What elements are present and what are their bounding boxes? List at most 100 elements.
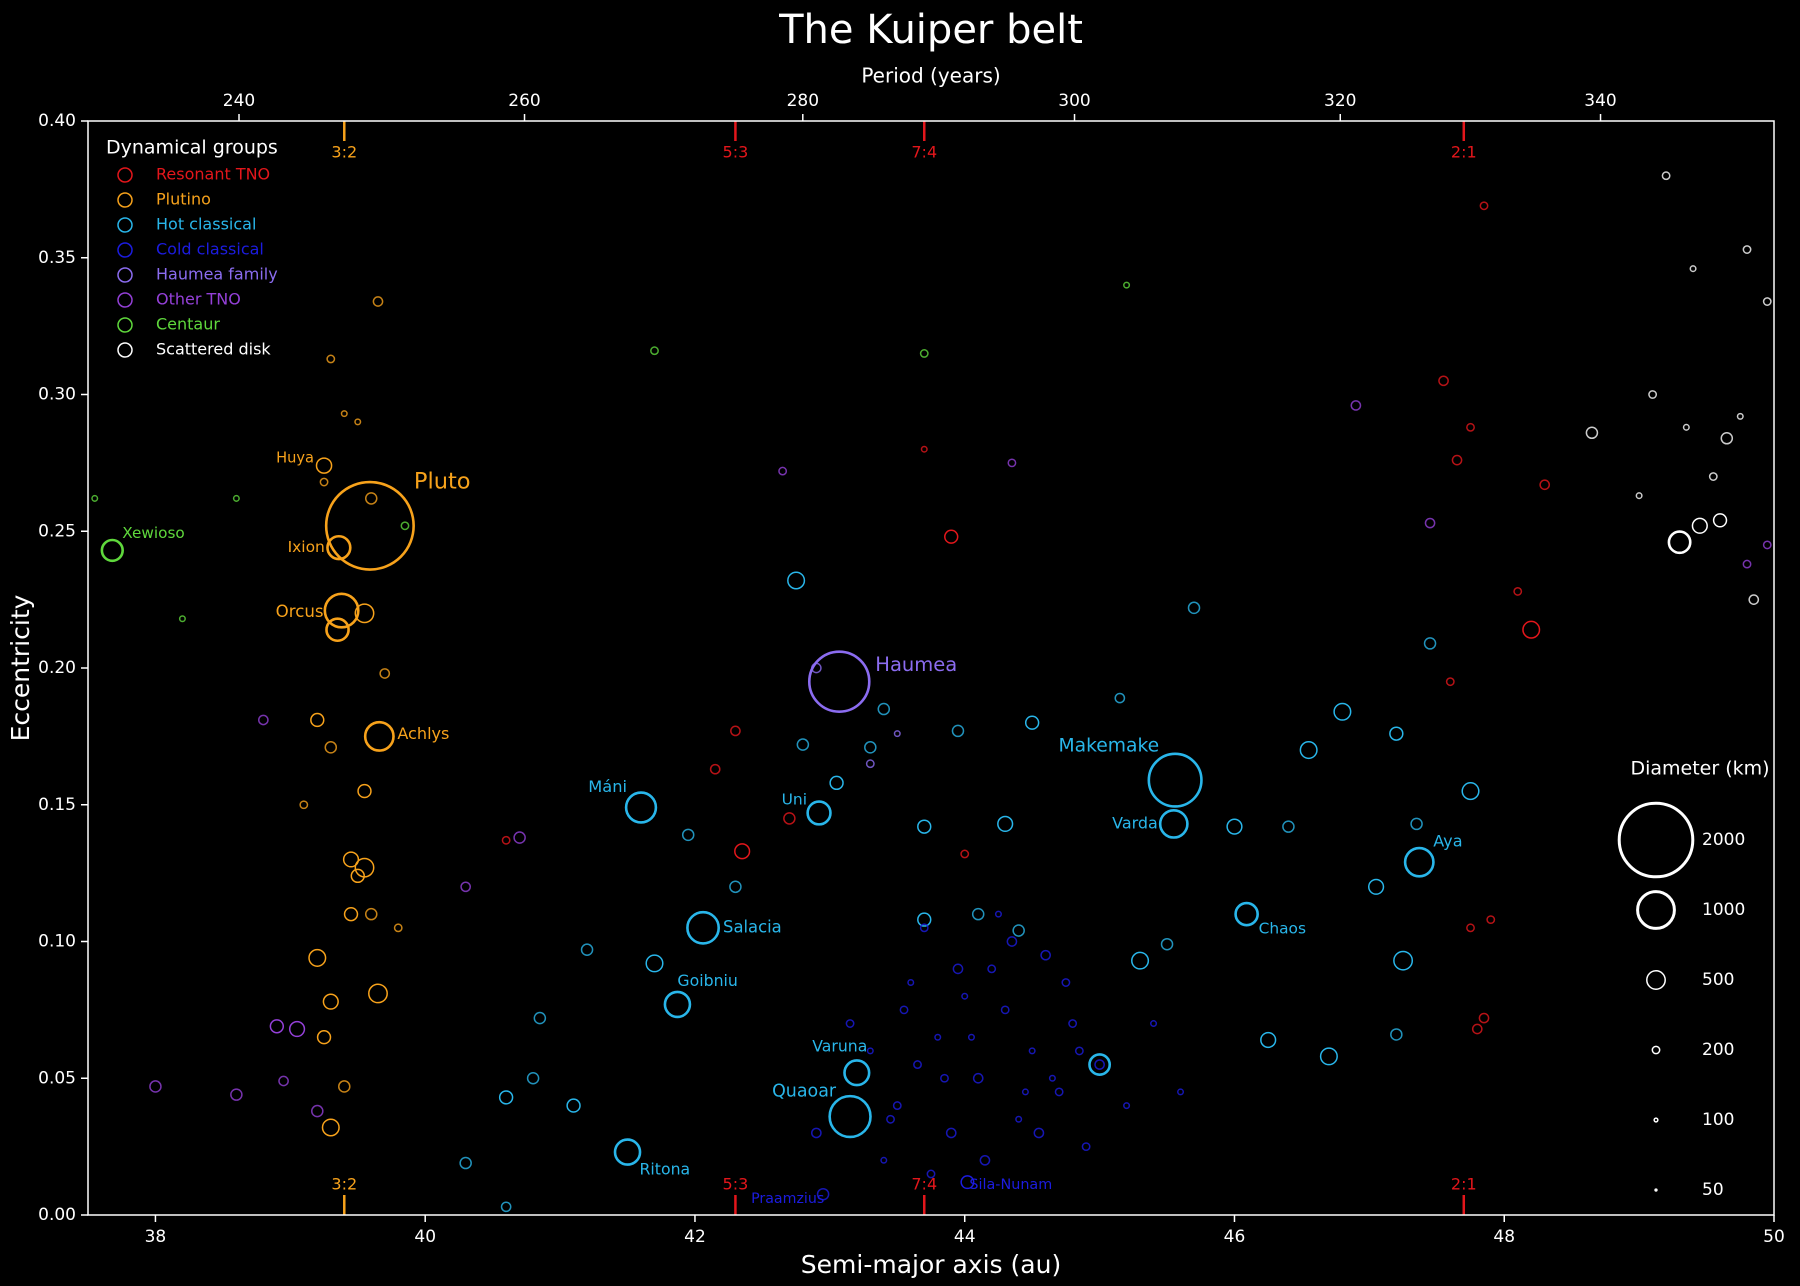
data-point [1748,594,1760,605]
data-point [899,1005,909,1015]
data-point [340,410,348,418]
legend-title: Dynamical groups [106,137,278,159]
size-legend-label: 2000 [1702,830,1745,850]
data-point [880,1156,888,1164]
point-label: Praamzius [751,1191,824,1207]
data-point [1390,1028,1403,1041]
data-point [960,849,970,859]
data-point [787,571,806,590]
size-legend-label: 50 [1702,1180,1724,1200]
series-1 [299,296,415,1137]
data-point [326,354,336,364]
data-point [866,1047,874,1055]
data-point [364,907,378,921]
data-point [1319,1047,1338,1066]
data-point [230,1088,243,1101]
x2-tick-label: 340 [1584,91,1616,111]
series-6 [91,281,1131,623]
resonance-label: 5:3 [723,143,749,162]
data-point [350,868,365,884]
data-point [498,1090,514,1105]
legend-marker [117,192,133,208]
x2-tick-label: 240 [223,91,255,111]
x2-tick-label: 320 [1324,91,1356,111]
point-label: Goibniu [677,971,737,990]
point-label: Chaos [1259,920,1306,938]
chart-title: The Kuiper belt [778,7,1083,53]
data-point [979,1154,991,1166]
data-point [1762,297,1772,306]
data-point [972,1072,984,1084]
data-point [500,1201,512,1213]
size-legend-label: 1000 [1702,900,1745,920]
data-point [1438,375,1449,387]
data-point [1424,517,1436,529]
data-point [613,1138,642,1166]
size-legend-marker [1646,970,1666,990]
data-point [994,910,1002,918]
legend-marker [117,217,133,233]
data-point [1177,1088,1185,1096]
data-point [1006,936,1018,947]
y-tick-label: 0.40 [38,111,76,131]
data-point [686,910,720,945]
data-point [1000,1005,1010,1015]
data-point [1158,808,1189,839]
data-point [1350,400,1362,411]
resonance-label: 2:1 [1451,1175,1477,1194]
plot-frame [87,120,1775,1216]
data-point [1720,431,1734,445]
data-point [1635,492,1643,500]
data-point [1762,540,1772,550]
data-point [311,1104,324,1118]
data-point [1123,281,1131,289]
point-label: Varda [1112,813,1158,832]
series-3 [811,910,1185,1201]
data-point [1088,1053,1112,1076]
x-tick-label: 46 [1224,1227,1246,1247]
data-point [1007,458,1017,468]
data-point [1040,949,1051,961]
x-tick-label: 48 [1493,1227,1515,1247]
legend-label: Centaur [156,315,220,334]
y-tick-label: 0.25 [38,521,76,541]
data-point [288,1020,306,1038]
data-point [1410,817,1423,831]
data-point [178,615,186,623]
data-point [1260,1031,1277,1049]
data-point [1131,951,1150,970]
data-point [919,349,929,358]
point-label: Salacia [723,917,782,936]
point-label: Haumea [875,653,957,676]
size-legend-label: 100 [1702,1110,1734,1130]
data-point [828,1094,872,1139]
x2-tick-label: 280 [787,91,819,111]
x-tick-label: 38 [145,1227,167,1247]
data-point [961,992,969,1000]
size-legend-marker [1651,1045,1661,1055]
data-point [342,851,360,868]
data-point [400,521,410,531]
data-point [892,1101,902,1111]
data-point [729,880,742,894]
data-point [913,1060,922,1070]
data-point [811,662,822,674]
series-0 [501,201,1551,1035]
data-point [308,948,327,967]
data-point [919,923,929,933]
data-point [917,819,932,834]
data-point [379,668,391,679]
data-point [1367,878,1385,895]
data-point [1048,1074,1056,1082]
data-point [149,1080,162,1093]
point-label: Ritona [640,1160,691,1179]
data-point [650,346,659,356]
legend-marker [117,292,133,308]
data-point [533,1011,547,1025]
data-point [940,1073,949,1083]
data-point [364,492,378,505]
data-point [354,857,375,878]
resonance-label: 3:2 [331,143,357,162]
data-point [1147,752,1203,808]
